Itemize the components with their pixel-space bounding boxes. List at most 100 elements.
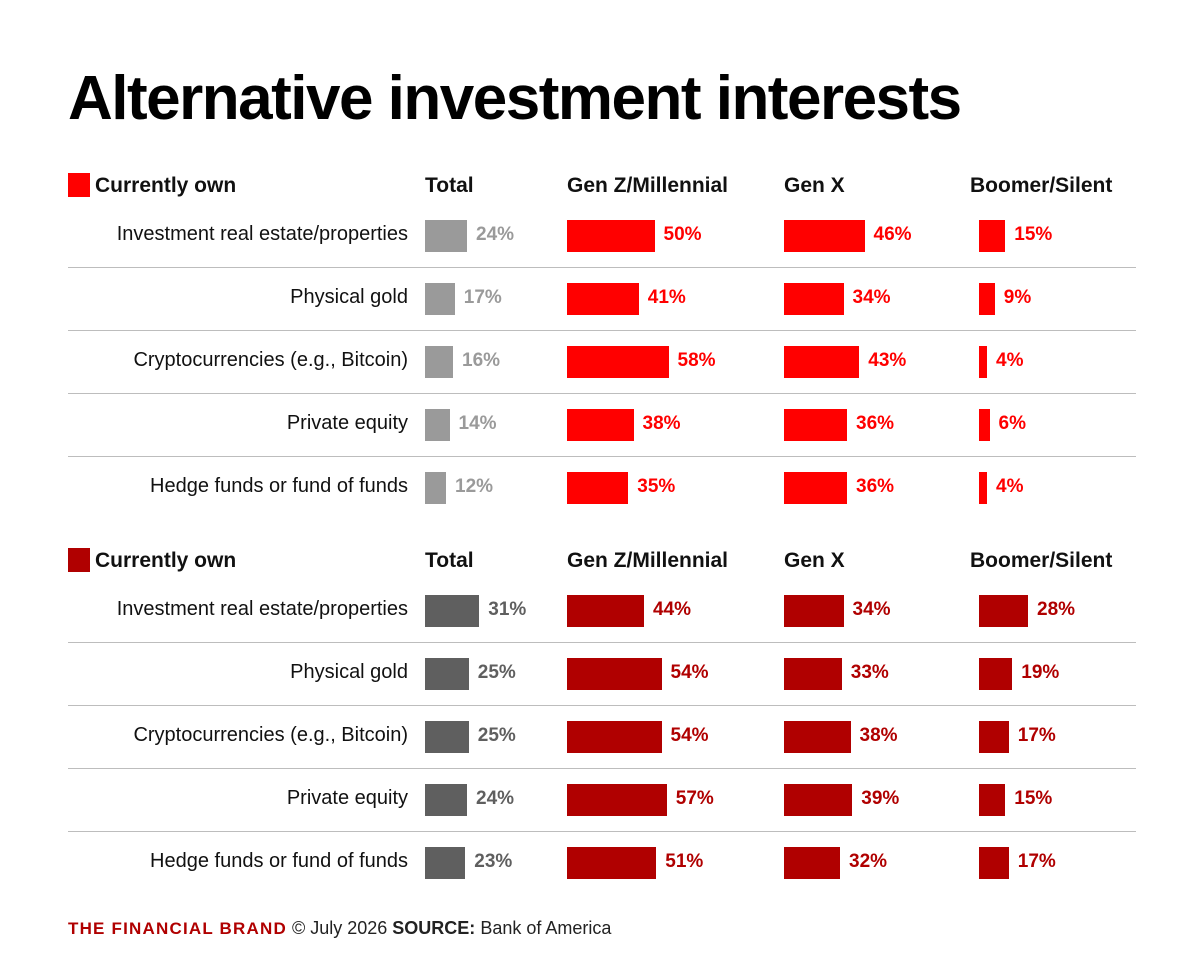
row-label: Physical gold (290, 286, 408, 308)
bar-boomer (979, 283, 995, 315)
bar-genx (784, 595, 844, 627)
value-label-genz: 54% (670, 662, 709, 683)
bar-boomer (979, 409, 990, 441)
column-header-boomer: Boomer/Silent (970, 549, 1113, 572)
value-label-genz: 44% (653, 599, 692, 620)
row-divider (68, 642, 1136, 643)
bar-genz (567, 847, 657, 879)
bar-genz (567, 472, 629, 504)
value-label-genz: 58% (677, 350, 716, 371)
bar-total (425, 784, 467, 816)
row-label: Hedge funds or fund of funds (150, 475, 408, 497)
footer-source-label: SOURCE: (392, 918, 476, 938)
column-header-total: Total (425, 549, 474, 572)
row-label: Cryptocurrencies (e.g., Bitcoin) (133, 349, 408, 371)
row-divider (68, 705, 1136, 706)
bar-total (425, 658, 469, 690)
bar-boomer (979, 595, 1028, 627)
value-label-genx: 36% (856, 476, 895, 497)
row-divider (68, 768, 1136, 769)
bar-boomer (979, 472, 987, 504)
chart-title: Alternative investment interests (68, 64, 962, 133)
value-label-total: 16% (462, 350, 501, 371)
column-header-genx: Gen X (784, 549, 845, 572)
value-label-total: 24% (476, 788, 515, 809)
column-header-genz: Gen Z/Millennial (567, 549, 729, 572)
value-label-genx: 38% (859, 725, 898, 746)
value-label-genx: 32% (849, 851, 888, 872)
bar-boomer (979, 346, 987, 378)
section-legend-swatch (68, 548, 90, 572)
value-label-boomer: 6% (998, 413, 1026, 434)
row-divider (68, 456, 1136, 457)
section-label: Currently own (95, 549, 237, 572)
bar-total (425, 346, 453, 378)
value-label-total: 24% (476, 224, 515, 245)
bar-genz (567, 346, 669, 378)
row-divider (68, 267, 1136, 268)
value-label-total: 17% (463, 287, 502, 308)
value-label-genx: 46% (873, 224, 912, 245)
value-label-boomer: 4% (996, 476, 1024, 497)
value-label-boomer: 9% (1003, 287, 1032, 308)
row-label: Private equity (286, 412, 408, 434)
value-label-boomer: 19% (1021, 662, 1060, 683)
bar-boomer (979, 658, 1013, 690)
table-row: Cryptocurrencies (e.g., Bitcoin) 16% 58% 43… (0, 330, 1200, 393)
footer-date: © July 2026 (291, 918, 388, 938)
table-row: Hedge funds or fund of funds 12% 35% 36% 4% (0, 456, 1200, 519)
bar-genz (567, 658, 662, 690)
bar-total (425, 472, 446, 504)
value-label-genx: 34% (852, 287, 891, 308)
value-label-total: 25% (477, 662, 516, 683)
row-label: Physical gold (290, 661, 408, 683)
row-divider (68, 831, 1136, 832)
bar-total (425, 283, 455, 315)
bar-genz (567, 721, 662, 753)
bar-genz (567, 283, 639, 315)
value-label-genz: 38% (642, 413, 681, 434)
section-label: Currently own (95, 174, 237, 197)
column-header-genx: Gen X (784, 174, 845, 197)
bar-total (425, 595, 480, 627)
row-label: Private equity (286, 787, 408, 809)
value-label-genz: 51% (665, 851, 704, 872)
table-row: Private equity 14% 38% 36% 6% (0, 393, 1200, 456)
row-label: Investment real estate/properties (116, 598, 408, 620)
bar-genx (784, 409, 847, 441)
value-label-boomer: 17% (1017, 851, 1056, 872)
bar-total (425, 721, 469, 753)
value-label-total: 12% (455, 476, 494, 497)
value-label-total: 14% (458, 413, 497, 434)
bar-boomer (979, 721, 1009, 753)
bar-genx (784, 847, 840, 879)
value-label-genx: 39% (861, 788, 900, 809)
row-label: Investment real estate/properties (116, 223, 408, 245)
value-label-genx: 36% (856, 413, 895, 434)
bar-genz (567, 784, 667, 816)
value-label-genx: 43% (868, 350, 907, 371)
bar-genz (567, 409, 634, 441)
column-header-total: Total (425, 174, 474, 197)
section-legend-swatch (68, 173, 90, 197)
bar-boomer (979, 220, 1006, 252)
row-divider (68, 330, 1136, 331)
table-row: Cryptocurrencies (e.g., Bitcoin) 25% 54% 38… (0, 705, 1200, 768)
bar-total (425, 220, 467, 252)
table-row: Hedge funds or fund of funds 23% 51% 32% 17% (0, 831, 1200, 894)
row-label: Cryptocurrencies (e.g., Bitcoin) (133, 724, 408, 746)
bar-genx (784, 658, 842, 690)
column-header-genz: Gen Z/Millennial (567, 174, 729, 197)
value-label-boomer: 15% (1014, 224, 1053, 245)
brand-logo: THE FINANCIAL BRAND (68, 919, 287, 938)
value-label-boomer: 17% (1017, 725, 1056, 746)
value-label-genz: 35% (637, 476, 676, 497)
bar-genz (567, 220, 655, 252)
value-label-total: 23% (474, 851, 513, 872)
bar-genx (784, 346, 860, 378)
column-header-boomer: Boomer/Silent (970, 174, 1113, 197)
row-divider (68, 393, 1136, 394)
table-row: Physical gold 17% 41% 34% 9% (0, 267, 1200, 330)
value-label-boomer: 15% (1014, 788, 1053, 809)
table-row: Investment real estate/properties 24% 50% 4… (0, 204, 1200, 267)
